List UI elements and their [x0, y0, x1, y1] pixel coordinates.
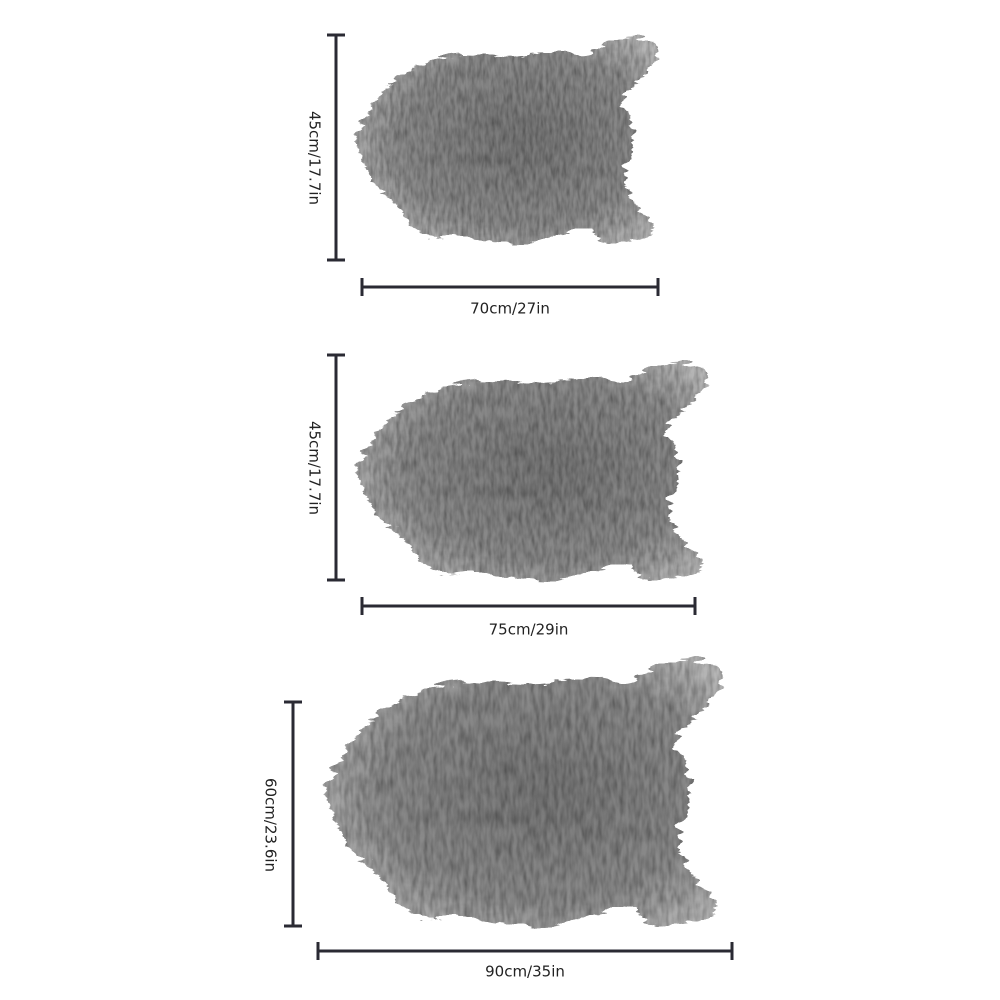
width-label: 70cm/27in — [470, 300, 550, 318]
rug — [355, 361, 710, 581]
width-label: 75cm/29in — [489, 621, 569, 639]
rug — [355, 35, 660, 245]
height-label: 60cm/23.6in — [262, 778, 280, 872]
height-label: 45cm/17.7in — [306, 421, 324, 515]
height-label: 45cm/17.7in — [306, 111, 324, 205]
rug — [324, 657, 725, 927]
layer: 45cm/17.7in 70cm/27in 45cm/17.7in 75cm/29in… — [262, 33, 734, 981]
width-label: 90cm/35in — [485, 963, 565, 981]
